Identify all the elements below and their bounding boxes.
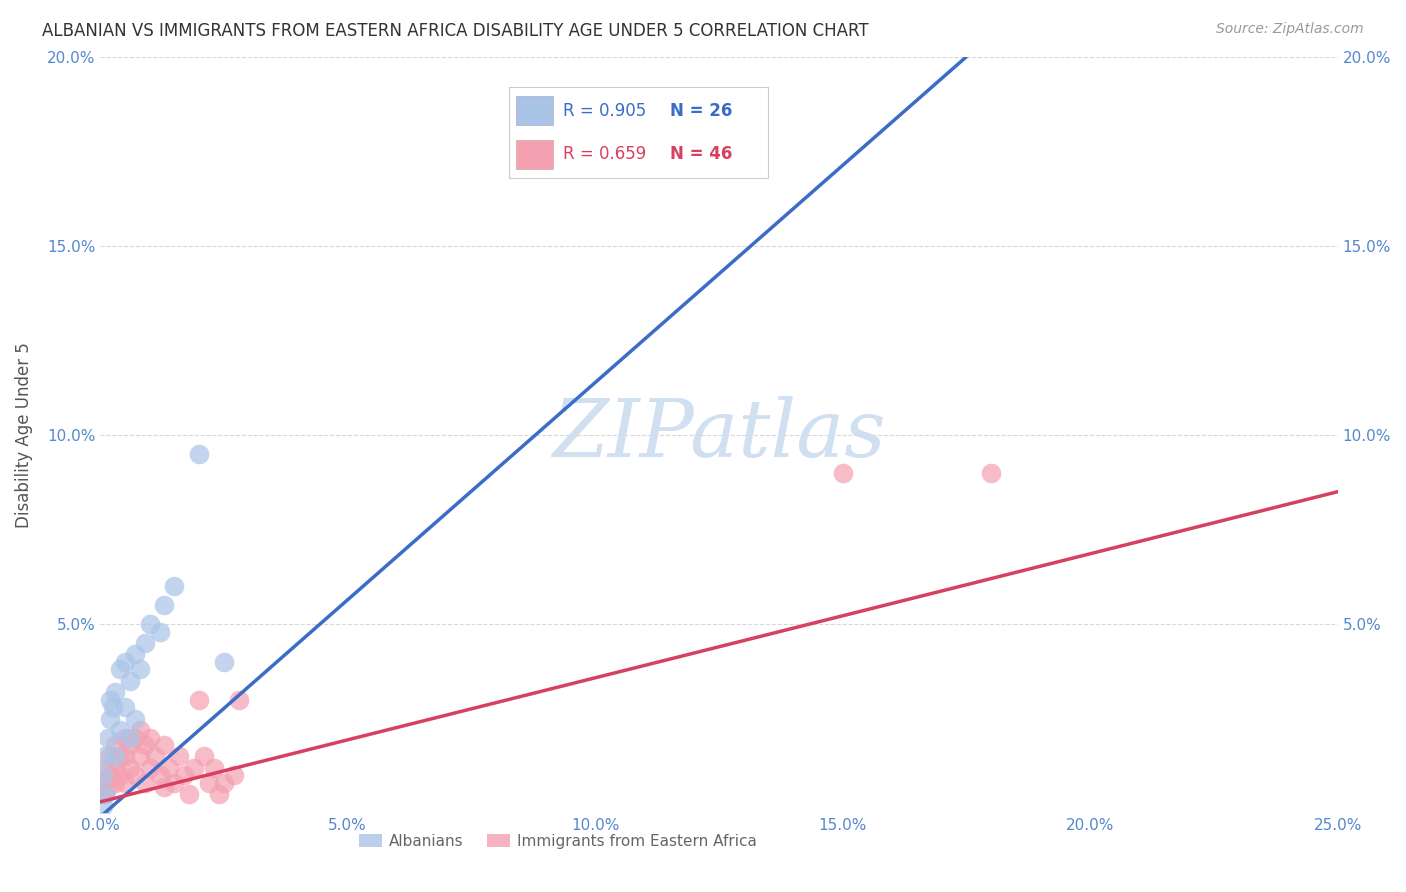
Point: [134, 636, 156, 650]
Point: [98, 712, 121, 726]
Point: [148, 624, 170, 639]
Point: [108, 663, 131, 677]
Point: [128, 663, 150, 677]
Point: [143, 749, 166, 764]
Point: [202, 761, 225, 775]
Point: [138, 761, 160, 775]
Point: [193, 749, 215, 764]
Point: [163, 776, 186, 790]
Point: [134, 776, 156, 790]
Point: [188, 692, 211, 706]
Point: [114, 700, 136, 714]
Point: [96, 780, 118, 794]
Point: [114, 731, 136, 745]
Point: [222, 768, 245, 782]
Point: [188, 447, 211, 461]
Point: [831, 466, 853, 480]
Point: [124, 731, 146, 745]
Point: [228, 692, 250, 706]
Y-axis label: Disability Age Under 5: Disability Age Under 5: [15, 342, 32, 528]
Point: [94, 761, 117, 775]
Point: [208, 787, 231, 801]
Point: [212, 655, 235, 669]
Point: [124, 712, 146, 726]
Point: [134, 738, 156, 752]
Point: [96, 731, 118, 745]
Point: [104, 776, 127, 790]
Text: ALBANIAN VS IMMIGRANTS FROM EASTERN AFRICA DISABILITY AGE UNDER 5 CORRELATION CH: ALBANIAN VS IMMIGRANTS FROM EASTERN AFRI…: [42, 22, 869, 40]
Point: [94, 787, 117, 801]
Point: [108, 723, 131, 737]
Point: [153, 780, 176, 794]
Point: [104, 749, 127, 764]
Point: [118, 731, 141, 745]
Point: [128, 749, 150, 764]
Point: [118, 738, 141, 752]
Point: [179, 787, 201, 801]
Point: [94, 776, 117, 790]
Legend: Albanians, Immigrants from Eastern Africa: Albanians, Immigrants from Eastern Afric…: [353, 828, 763, 855]
Point: [118, 761, 141, 775]
Point: [183, 761, 205, 775]
Point: [91, 776, 114, 790]
Point: [153, 598, 176, 612]
Point: [114, 655, 136, 669]
Point: [104, 738, 127, 752]
Point: [104, 685, 127, 699]
Point: [138, 617, 160, 632]
Point: [118, 673, 141, 688]
Point: [124, 768, 146, 782]
Point: [173, 768, 195, 782]
Point: [128, 723, 150, 737]
Point: [94, 787, 117, 801]
Point: [91, 787, 114, 801]
Point: [91, 798, 114, 813]
Point: [108, 749, 131, 764]
Point: [138, 731, 160, 745]
Text: Source: ZipAtlas.com: Source: ZipAtlas.com: [1216, 22, 1364, 37]
Point: [124, 648, 146, 662]
Point: [108, 768, 131, 782]
Point: [114, 776, 136, 790]
Point: [148, 768, 170, 782]
Text: ZIPatlas: ZIPatlas: [553, 396, 886, 474]
Point: [94, 749, 117, 764]
Point: [212, 776, 235, 790]
Point: [159, 761, 181, 775]
Point: [104, 761, 127, 775]
Point: [91, 768, 114, 782]
Point: [98, 749, 121, 764]
Point: [163, 579, 186, 593]
Point: [101, 700, 124, 714]
Point: [114, 749, 136, 764]
Point: [169, 749, 191, 764]
Point: [153, 738, 176, 752]
Point: [980, 466, 1002, 480]
Point: [98, 692, 121, 706]
Point: [98, 768, 121, 782]
Point: [198, 776, 221, 790]
